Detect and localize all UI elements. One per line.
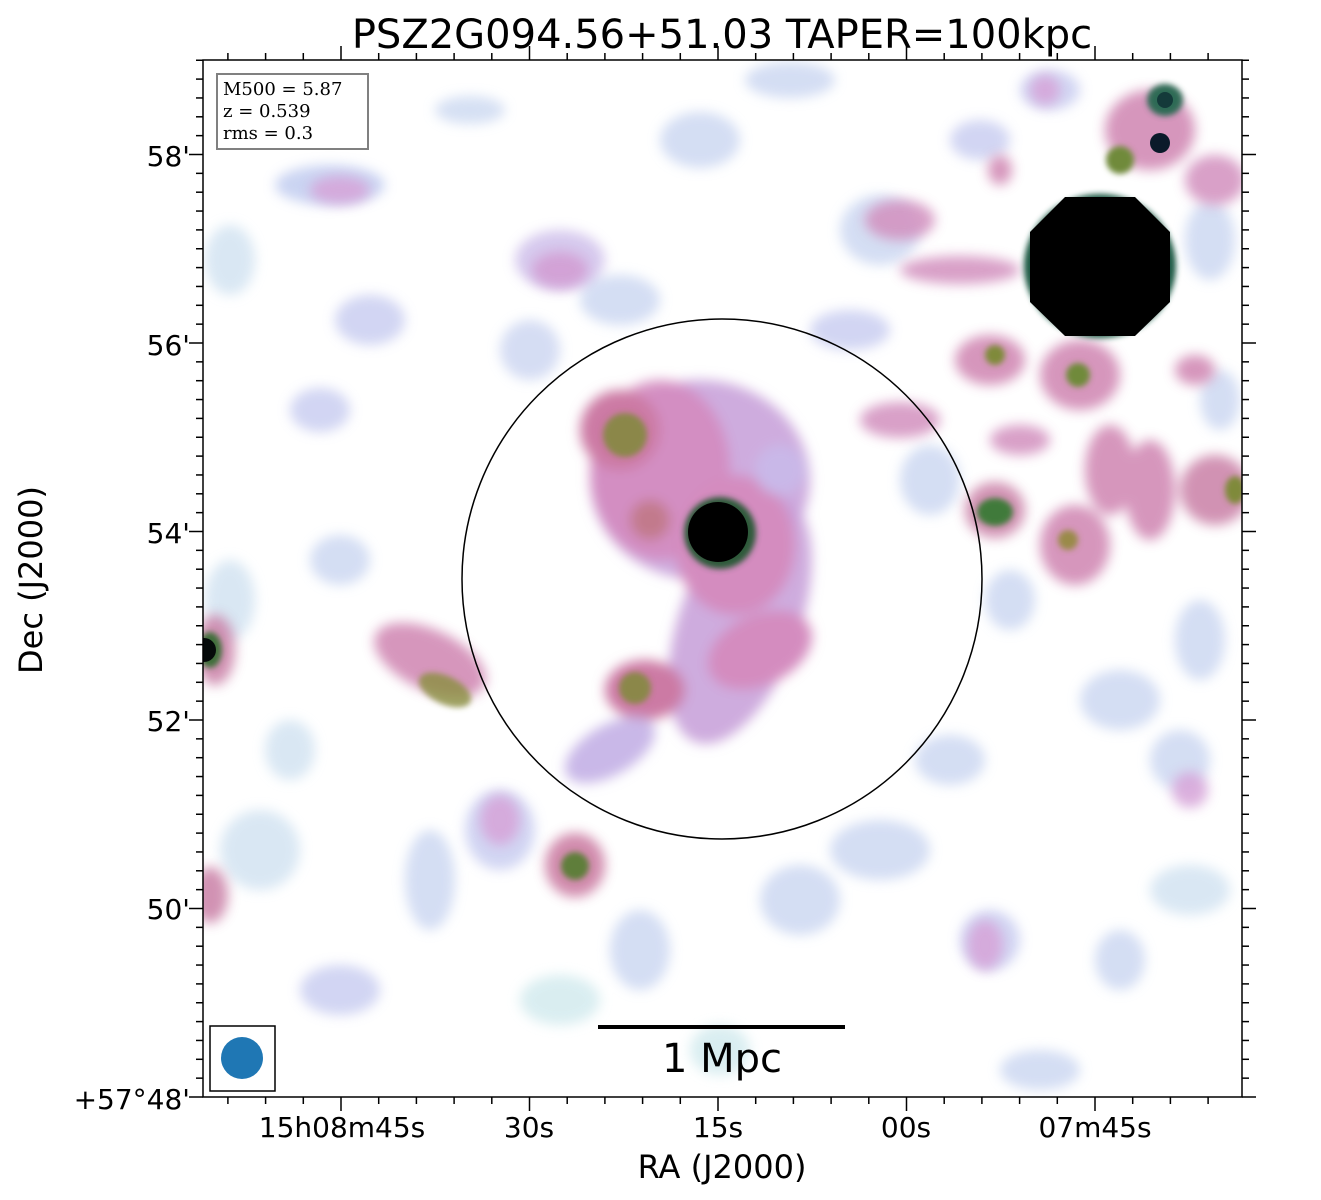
x-tick-label: 30s [504, 1111, 554, 1144]
y-tick-label: +57°48' [74, 1083, 190, 1116]
scale-bar: 1 Mpc [598, 1025, 845, 1082]
axis-ticks [189, 46, 1256, 1111]
x-tick-label: 15s [693, 1111, 743, 1144]
scale-bar-label: 1 Mpc [662, 1036, 782, 1082]
bright-sources [203, 92, 1176, 662]
radio-emission-map [203, 62, 1242, 1090]
redshift-text: z = 0.539 [223, 101, 311, 122]
beam-indicator [209, 1025, 276, 1092]
plot-frame [202, 59, 1243, 1098]
rms-text: rms = 0.3 [223, 123, 313, 144]
x-tick-labels: 15h08m45s 30s 15s 00s 07m45s [259, 1111, 1152, 1144]
y-axis-label: Dec (J2000) [12, 486, 50, 674]
y-tick-label: 54' [147, 517, 190, 550]
x-tick-label: 07m45s [1038, 1111, 1151, 1144]
y-tick-label: 58' [147, 140, 190, 173]
y-tick-label: 50' [147, 893, 190, 926]
m500-text: M500 = 5.87 [223, 79, 342, 100]
y-tick-labels: 58' 56' 54' 52' 50' +57°48' [74, 140, 190, 1116]
y-tick-label: 56' [147, 329, 190, 362]
r500-circle [461, 318, 983, 840]
x-tick-label: 15h08m45s [259, 1111, 426, 1144]
x-axis-label: RA (J2000) [638, 1148, 807, 1186]
y-tick-label: 52' [147, 705, 190, 738]
x-tick-label: 00s [881, 1111, 931, 1144]
beam-ellipse [221, 1037, 263, 1079]
figure-title: PSZ2G094.56+51.03 TAPER=100kpc [352, 12, 1092, 58]
info-box: M500 = 5.87 z = 0.539 rms = 0.3 [216, 73, 369, 150]
